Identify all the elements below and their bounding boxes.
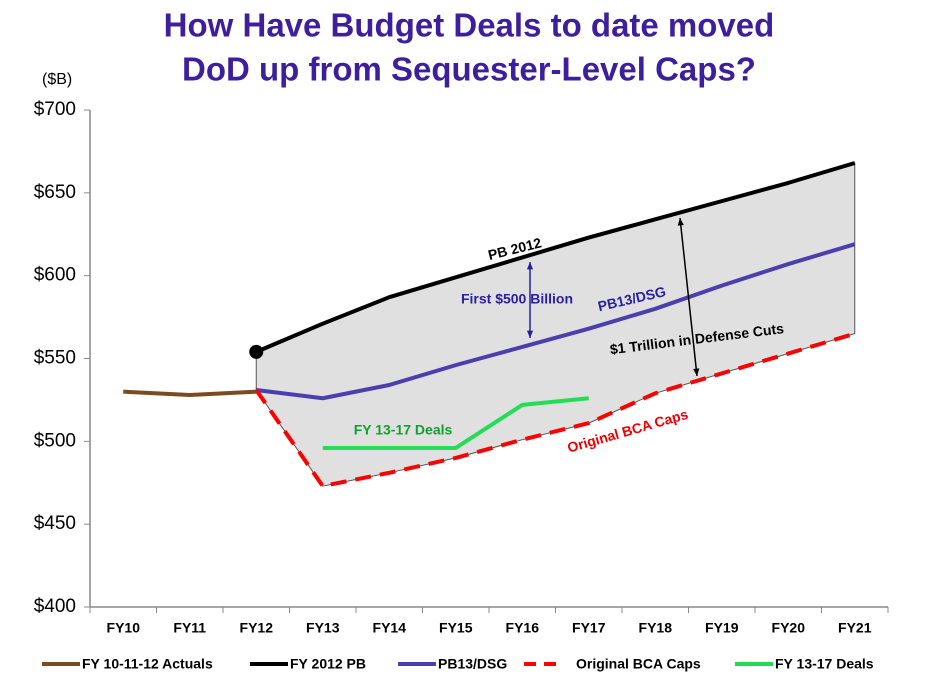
x-tick-label: FY13 bbox=[306, 620, 340, 636]
x-tick-label: FY16 bbox=[506, 620, 540, 636]
x-tick-label: FY21 bbox=[838, 620, 872, 636]
y-tick-label: $650 bbox=[34, 182, 76, 203]
annotation: FY 13-17 Deals bbox=[354, 422, 453, 438]
x-tick-label: FY14 bbox=[373, 620, 407, 636]
y-axis-label: ($B) bbox=[42, 71, 72, 88]
chart-title: How Have Budget Deals to date moved bbox=[164, 7, 775, 44]
legend-label: FY 2012 PB bbox=[290, 656, 366, 672]
arrow-head bbox=[526, 262, 534, 270]
x-tick-label: FY10 bbox=[107, 620, 141, 636]
x-tick-label: FY12 bbox=[240, 620, 274, 636]
series-line bbox=[256, 242, 856, 401]
series-line bbox=[255, 161, 856, 354]
start-marker bbox=[249, 344, 264, 359]
series-line bbox=[322, 396, 589, 450]
x-tick-label: FY11 bbox=[173, 620, 206, 636]
y-tick-label: $700 bbox=[34, 99, 76, 120]
arrow-head bbox=[677, 218, 684, 226]
series-line bbox=[123, 389, 257, 397]
x-tick-label: FY15 bbox=[439, 620, 473, 636]
legend-label: Original BCA Caps bbox=[576, 656, 701, 672]
annotation: First $500 Billion bbox=[461, 291, 573, 307]
series-line bbox=[254, 331, 856, 489]
legend-label: FY 13-17 Deals bbox=[775, 656, 874, 672]
y-tick-label: $400 bbox=[34, 596, 76, 617]
x-tick-label: FY18 bbox=[639, 620, 673, 636]
arrow-head bbox=[526, 330, 534, 338]
y-tick-label: $500 bbox=[34, 430, 76, 451]
x-tick-label: FY19 bbox=[705, 620, 739, 636]
y-tick-label: $550 bbox=[34, 348, 76, 369]
chart-title: DoD up from Sequester-Level Caps? bbox=[182, 51, 756, 88]
legend-label: PB13/DSG bbox=[438, 656, 507, 672]
arrow-head bbox=[693, 368, 700, 376]
arrow bbox=[679, 217, 698, 377]
x-tick-label: FY20 bbox=[772, 620, 806, 636]
y-tick-label: $600 bbox=[34, 265, 76, 286]
x-tick-label: FY17 bbox=[572, 620, 606, 636]
legend-label: FY 10-11-12 Actuals bbox=[82, 656, 213, 672]
y-tick-label: $450 bbox=[34, 513, 76, 534]
